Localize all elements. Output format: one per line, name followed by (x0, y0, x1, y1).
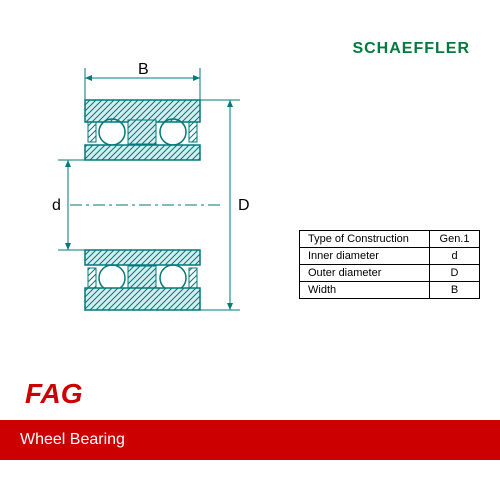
table-row: Inner diameterd (300, 248, 480, 265)
spec-table: Type of ConstructionGen.1Inner diameterd… (299, 230, 480, 299)
table-cell: D (430, 265, 480, 282)
label-outer-diameter: D (238, 197, 250, 214)
brand-top-text: SCHAEFFLER (352, 40, 470, 57)
product-spec-card: SCHAEFFLER B (0, 0, 500, 500)
footer-bar: Wheel Bearing (0, 420, 500, 460)
table-cell: d (430, 248, 480, 265)
table-row: Outer diameterD (300, 265, 480, 282)
brand-schaeffler: SCHAEFFLER (352, 40, 470, 58)
table-cell: Type of Construction (300, 231, 430, 248)
table-cell: Width (300, 282, 430, 299)
brand-fag: FAG (25, 378, 83, 410)
label-inner-diameter: d (52, 197, 61, 214)
brand-bottom-text: FAG (25, 378, 83, 409)
footer-text: Wheel Bearing (20, 431, 125, 449)
table-cell: Gen.1 (430, 231, 480, 248)
label-width: B (138, 61, 149, 78)
table-row: WidthB (300, 282, 480, 299)
table-row: Type of ConstructionGen.1 (300, 231, 480, 248)
table-cell: B (430, 282, 480, 299)
table-cell: Outer diameter (300, 265, 430, 282)
table-cell: Inner diameter (300, 248, 430, 265)
bearing-diagram: B (40, 60, 280, 320)
bearing-cross-section-svg: B (40, 60, 280, 320)
spec-table-body: Type of ConstructionGen.1Inner diameterd… (300, 231, 480, 299)
